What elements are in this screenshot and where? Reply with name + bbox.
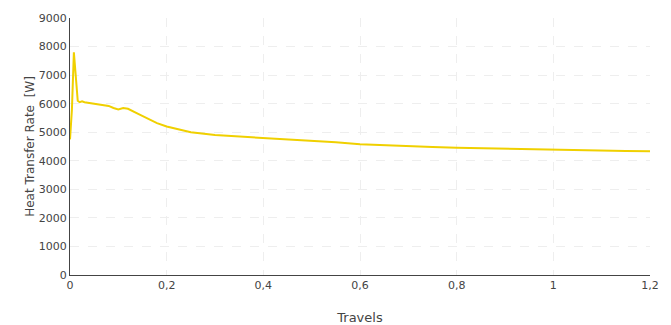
svg-text:0: 0 xyxy=(60,269,67,282)
svg-text:3000: 3000 xyxy=(39,183,67,196)
svg-text:Heat Transfer Rate [W]: Heat Transfer Rate [W] xyxy=(23,76,37,217)
svg-text:Travels: Travels xyxy=(336,310,383,325)
svg-text:7000: 7000 xyxy=(39,69,67,82)
svg-text:1000: 1000 xyxy=(39,240,67,253)
svg-text:8000: 8000 xyxy=(39,40,67,53)
svg-text:5000: 5000 xyxy=(39,126,67,139)
svg-text:1,2: 1,2 xyxy=(641,279,659,292)
svg-text:0,4: 0,4 xyxy=(255,279,273,292)
svg-text:2000: 2000 xyxy=(39,212,67,225)
svg-text:0,6: 0,6 xyxy=(351,279,369,292)
svg-text:9000: 9000 xyxy=(39,12,67,25)
svg-text:1: 1 xyxy=(550,279,557,292)
svg-text:6000: 6000 xyxy=(39,98,67,111)
svg-text:0,2: 0,2 xyxy=(158,279,176,292)
svg-text:0: 0 xyxy=(67,279,74,292)
svg-text:0,8: 0,8 xyxy=(448,279,466,292)
svg-text:4000: 4000 xyxy=(39,155,67,168)
